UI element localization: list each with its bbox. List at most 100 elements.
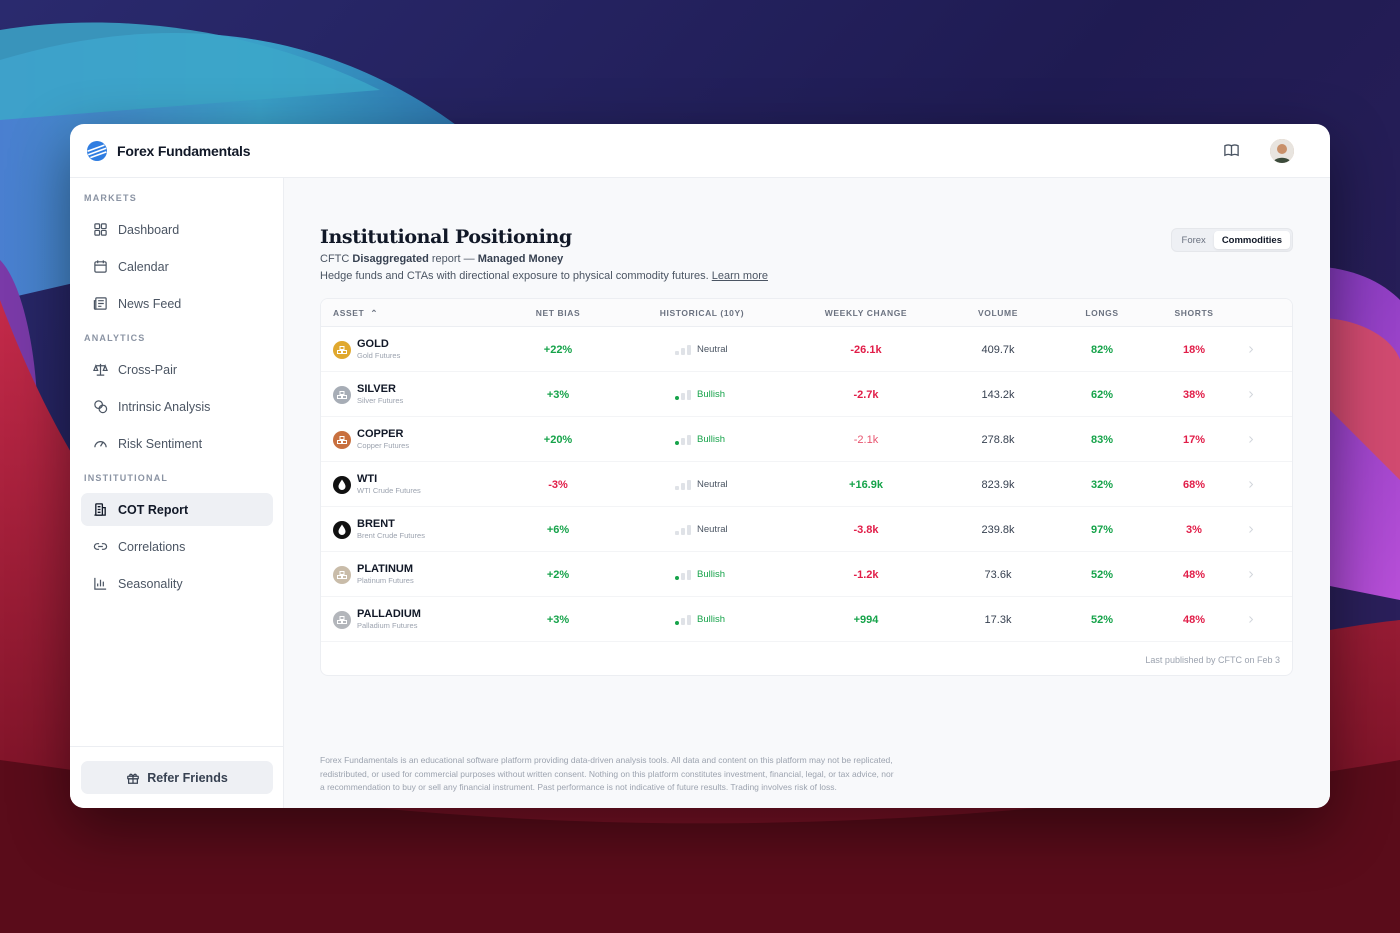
subtitle-prefix: CFTC: [320, 253, 350, 265]
volume-value: 17.3k: [984, 613, 1012, 626]
longs-value: 82%: [1090, 343, 1114, 356]
signal-bars-icon: [675, 344, 691, 355]
chevron-right-icon[interactable]: [1248, 372, 1254, 417]
signal-bars-icon: [675, 479, 691, 490]
sidebar-item-cot-report[interactable]: COT Report: [81, 493, 273, 526]
sidebar: MARKETS Dashboard Calendar News Feed ANA…: [70, 178, 284, 808]
shorts-value: 18%: [1182, 343, 1206, 356]
sidebar-item-correlations[interactable]: Correlations: [81, 530, 273, 563]
metal-bars-icon: [333, 340, 351, 359]
learn-more-link[interactable]: Learn more: [711, 270, 768, 282]
sidebar-item-label: Risk Sentiment: [118, 436, 203, 451]
shorts-value: 3%: [1186, 523, 1202, 536]
volume-value: 823.9k: [981, 478, 1015, 491]
longs-value: 62%: [1090, 388, 1114, 401]
asset-name: Gold Futures: [357, 351, 401, 361]
historical-cell: Neutral: [675, 327, 728, 372]
sidebar-item-news-feed[interactable]: News Feed: [81, 287, 273, 320]
weekly-change-value: -26.1k: [850, 343, 882, 356]
table-row[interactable]: WTI WTI Crude Futures -3% Neutral +16.9k 823.…: [321, 462, 1292, 507]
sidebar-item-cross-pair[interactable]: Cross-Pair: [81, 353, 273, 386]
column-header-weekly-change[interactable]: WEEKLY CHANGE: [824, 308, 908, 318]
section-title-markets: MARKETS: [84, 193, 137, 203]
chevron-right-icon[interactable]: [1248, 327, 1254, 372]
toggle-commodities[interactable]: Commodities: [1213, 231, 1290, 249]
asset-name: Brent Crude Futures: [357, 531, 425, 541]
last-published-note: Last published by CFTC on Feb 3: [1145, 655, 1280, 665]
chevron-right-icon[interactable]: [1248, 417, 1254, 462]
toggle-forex[interactable]: Forex: [1181, 234, 1206, 246]
building-icon: [94, 503, 106, 516]
volume-value: 278.8k: [981, 433, 1015, 446]
subtitle-report-type: Disaggregated: [352, 253, 429, 265]
shorts-value: 68%: [1182, 478, 1206, 491]
table-row[interactable]: PLATINUM Platinum Futures +2% Bullish -1.2k 7…: [321, 552, 1292, 597]
asset-symbol: PALLADIUM: [357, 608, 421, 621]
table-row[interactable]: BRENT Brent Crude Futures +6% Neutral -3.8k 2…: [321, 507, 1292, 552]
sidebar-item-calendar[interactable]: Calendar: [81, 250, 273, 283]
asset-name: Silver Futures: [357, 396, 404, 406]
legal-disclaimer: Forex Fundamentals is an educational sof…: [320, 755, 894, 793]
historical-label: Neutral: [697, 479, 728, 490]
sidebar-item-seasonality[interactable]: Seasonality: [81, 567, 273, 600]
book-open-icon[interactable]: [1222, 142, 1240, 160]
asset-symbol: COPPER: [357, 428, 404, 441]
sidebar-item-label: Correlations: [118, 539, 186, 554]
app-window: Forex Fundamentals MARKETS Dashboa: [70, 124, 1330, 808]
page-description: Hedge funds and CTAs with directional ex…: [320, 270, 768, 282]
asset-cell: WTI WTI Crude Futures: [333, 462, 421, 507]
page-subtitle: CFTC Disaggregated report — Managed Mone…: [320, 253, 563, 265]
chevron-right-icon[interactable]: [1248, 552, 1254, 597]
column-header-volume[interactable]: VOLUME: [978, 308, 1018, 318]
longs-value: 97%: [1090, 523, 1114, 536]
description-text: Hedge funds and CTAs with directional ex…: [320, 270, 709, 282]
table-row[interactable]: SILVER Silver Futures +3% Bullish -2.7k 143.2…: [321, 372, 1292, 417]
sidebar-item-risk-sentiment[interactable]: Risk Sentiment: [81, 427, 273, 460]
metal-bars-icon: [333, 385, 351, 404]
refer-friends-button[interactable]: Refer Friends: [81, 761, 273, 794]
main-content: Institutional Positioning CFTC Disaggreg…: [284, 178, 1330, 808]
weekly-change-value: -3.8k: [853, 523, 879, 536]
chevron-right-icon[interactable]: [1248, 507, 1254, 552]
newspaper-icon: [93, 297, 107, 310]
net-bias-value: +3%: [546, 613, 570, 626]
column-header-asset[interactable]: ASSET ⌃: [333, 308, 379, 318]
chevron-right-icon[interactable]: [1248, 597, 1254, 642]
link-icon: [93, 543, 108, 550]
cot-table: ASSET ⌃ NET BIAS HISTORICAL (10Y) WEEKLY…: [320, 298, 1293, 676]
column-header-historical[interactable]: HISTORICAL (10Y): [659, 308, 745, 318]
table-row[interactable]: GOLD Gold Futures +22% Neutral -26.1k 409.7k 8…: [321, 327, 1292, 372]
metal-bars-icon: [333, 565, 351, 584]
shorts-value: 48%: [1182, 568, 1206, 581]
sidebar-item-label: News Feed: [118, 296, 182, 311]
net-bias-value: +22%: [543, 343, 573, 356]
brand[interactable]: Forex Fundamentals: [86, 140, 251, 162]
table-header: ASSET ⌃ NET BIAS HISTORICAL (10Y) WEEKLY…: [321, 299, 1292, 327]
sort-asc-icon: ⌃: [370, 308, 379, 318]
sidebar-item-label: COT Report: [118, 502, 189, 517]
column-header-net-bias[interactable]: NET BIAS: [535, 308, 581, 318]
globe-logo-icon: [87, 140, 107, 161]
chevron-right-icon[interactable]: [1248, 462, 1254, 507]
column-header-shorts[interactable]: SHORTS: [1174, 308, 1214, 318]
signal-bars-icon: [675, 524, 691, 535]
asset-name: Palladium Futures: [357, 621, 418, 631]
table-row[interactable]: COPPER Copper Futures +20% Bullish -2.1k 278.…: [321, 417, 1292, 462]
historical-label: Bullish: [697, 389, 725, 400]
subtitle-middle: report —: [431, 253, 475, 265]
longs-value: 32%: [1090, 478, 1114, 491]
asset-symbol: PLATINUM: [357, 563, 414, 576]
asset-symbol: SILVER: [357, 383, 396, 396]
sidebar-item-dashboard[interactable]: Dashboard: [81, 213, 273, 246]
section-title-analytics: ANALYTICS: [84, 333, 146, 343]
sidebar-item-intrinsic-analysis[interactable]: Intrinsic Analysis: [81, 390, 273, 423]
sidebar-item-label: Calendar: [118, 259, 169, 274]
table-row[interactable]: PALLADIUM Palladium Futures +3% Bullish +994…: [321, 597, 1292, 642]
volume-value: 239.8k: [981, 523, 1015, 536]
user-avatar[interactable]: [1270, 138, 1294, 163]
historical-cell: Bullish: [675, 552, 725, 597]
column-header-longs[interactable]: LONGS: [1085, 308, 1119, 318]
net-bias-value: +2%: [546, 568, 570, 581]
volume-value: 143.2k: [981, 388, 1015, 401]
longs-value: 52%: [1090, 568, 1114, 581]
